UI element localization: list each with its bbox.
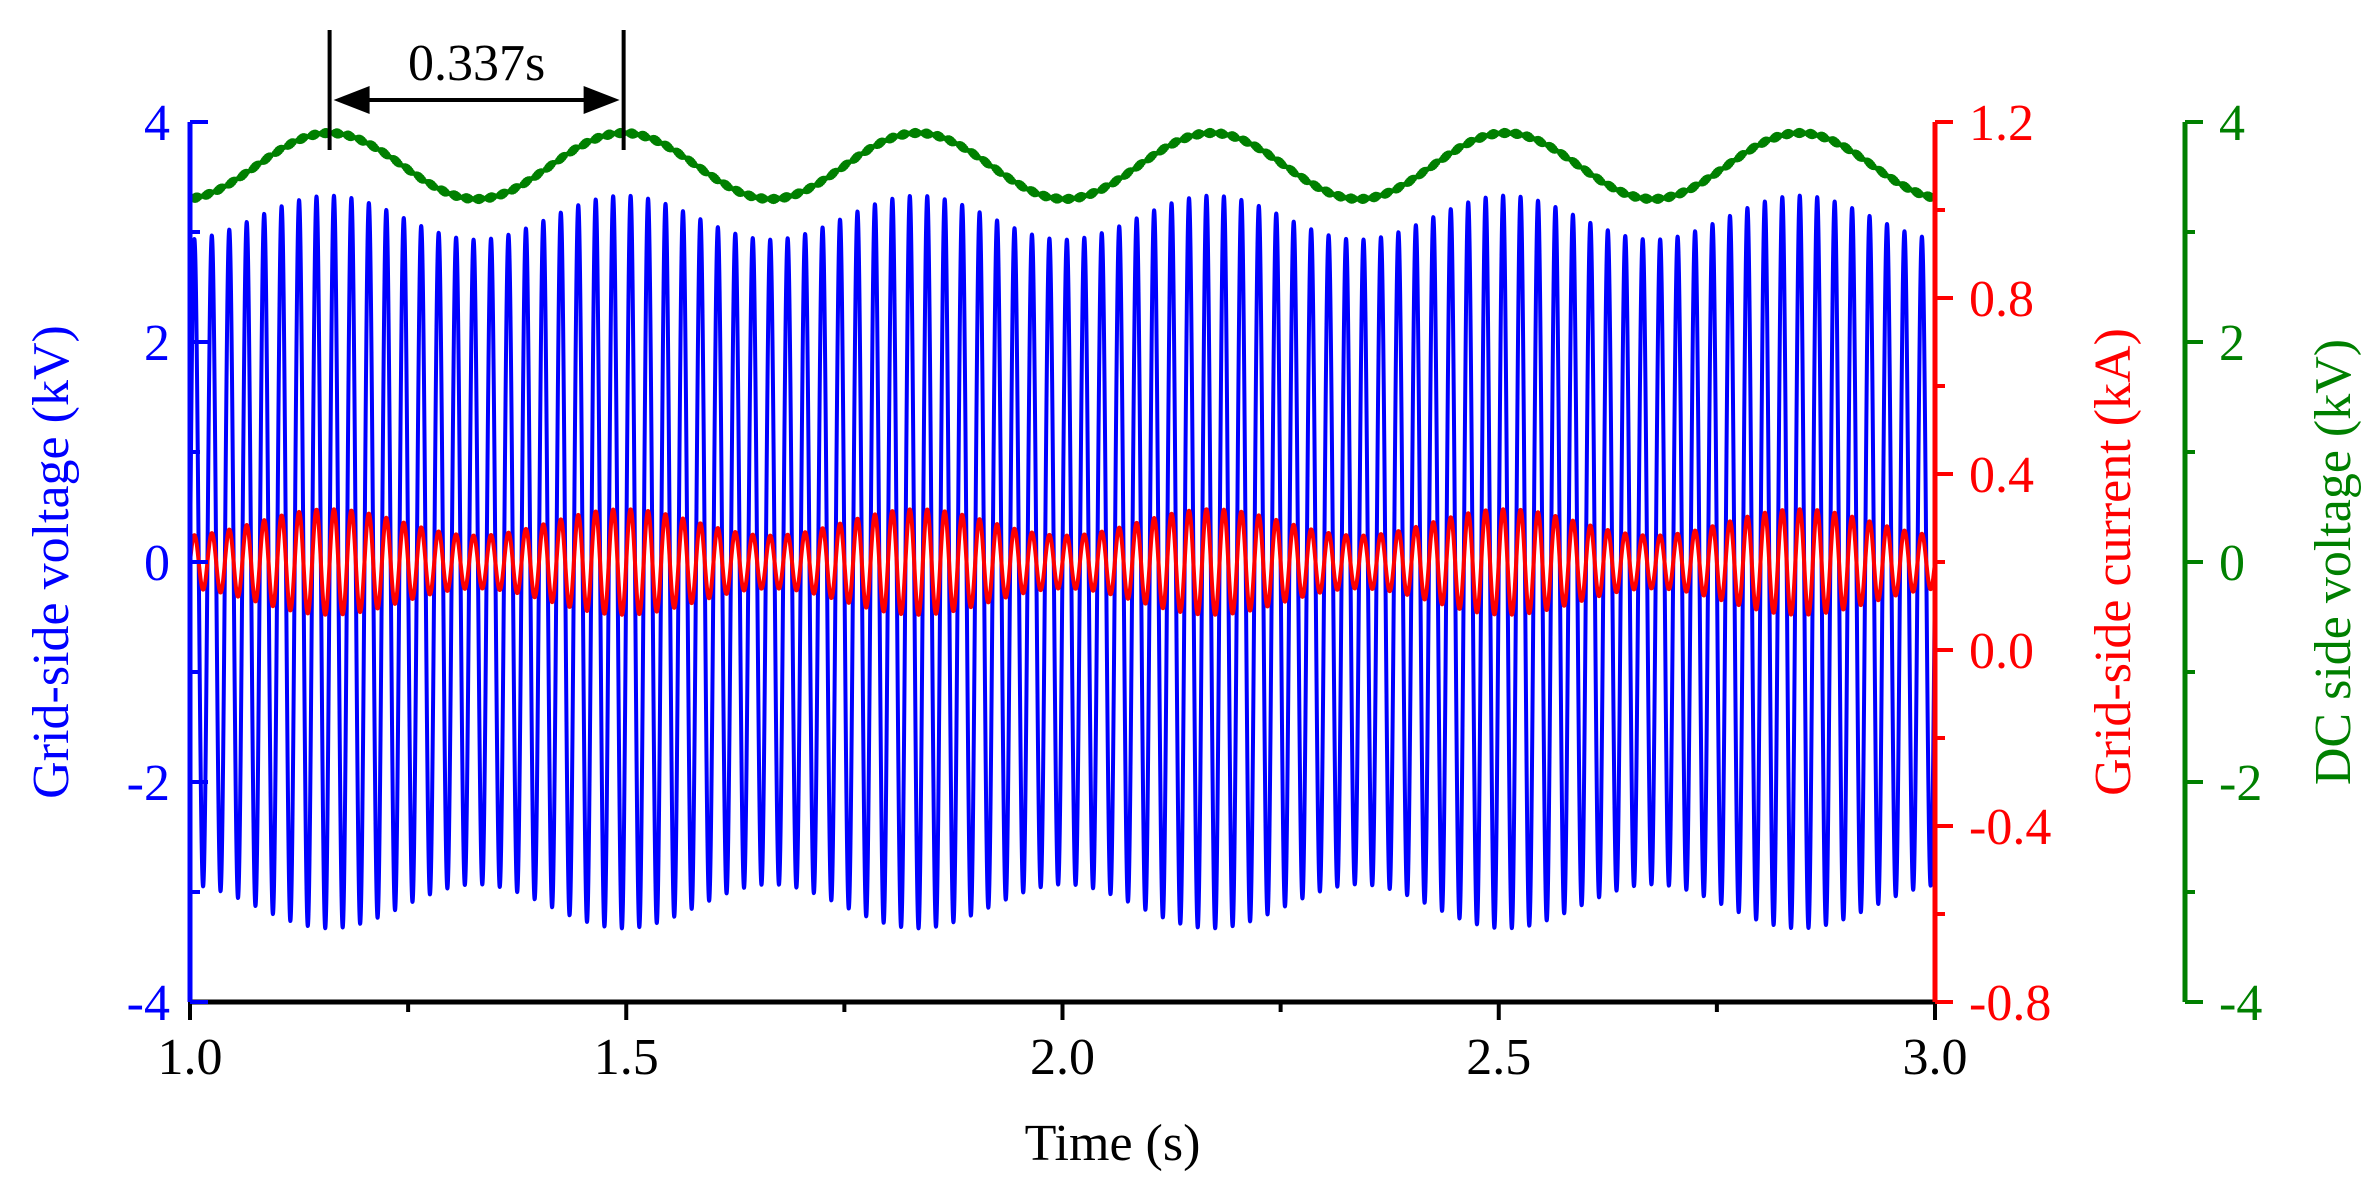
- plot-series: [188, 127, 1937, 931]
- right2-tick-label: -4: [2219, 975, 2262, 1032]
- left-tick-label: -4: [127, 975, 170, 1032]
- x-tick-label: 1.0: [158, 1029, 223, 1086]
- period-annotation: 0.337s: [327, 30, 626, 150]
- annotation-label: 0.337s: [408, 35, 545, 92]
- x-axis-title: Time (s): [1025, 1115, 1201, 1172]
- right1-axis-title: Grid-side current (kA): [2085, 328, 2142, 796]
- x-tick-label: 2.5: [1466, 1029, 1531, 1086]
- left-tick-label: 4: [144, 95, 170, 152]
- right1-tick-label: 0.8: [1969, 271, 2034, 328]
- axes: 1.0 1.5 2.0 2.5 3.0 Time (s) -4 -2 0 2 4 Grid-side …: [23, 95, 2362, 1172]
- right1-tick-label: -0.8: [1969, 975, 2051, 1032]
- series-line-2: [188, 507, 1937, 617]
- right1-tick-label: 1.2: [1969, 95, 2034, 152]
- x-tick-label: 2.0: [1030, 1029, 1095, 1086]
- right2-axis-title: DC side voltage (kV): [2305, 339, 2362, 785]
- right2-tick-label: 2: [2219, 315, 2245, 372]
- annotation-arrowhead-left: [333, 86, 370, 114]
- right1-tick-label: -0.4: [1969, 799, 2051, 856]
- left-tick-label: 2: [144, 315, 170, 372]
- right2-tick-label: 4: [2219, 95, 2245, 152]
- right1-tick-label: 0.4: [1969, 447, 2034, 504]
- right2-tick-label: -2: [2219, 755, 2262, 812]
- series-line-3: [188, 127, 1937, 205]
- left-tick-label: 0: [144, 535, 170, 592]
- right2-tick-label: 0: [2219, 535, 2245, 592]
- x-tick-label: 1.5: [594, 1029, 659, 1086]
- x-tick-label: 3.0: [1903, 1029, 1968, 1086]
- left-axis-title: Grid-side voltage (kV): [23, 325, 80, 799]
- left-tick-label: -2: [127, 755, 170, 812]
- right1-tick-label: 0.0: [1969, 623, 2034, 680]
- annotation-arrowhead-right: [583, 86, 620, 114]
